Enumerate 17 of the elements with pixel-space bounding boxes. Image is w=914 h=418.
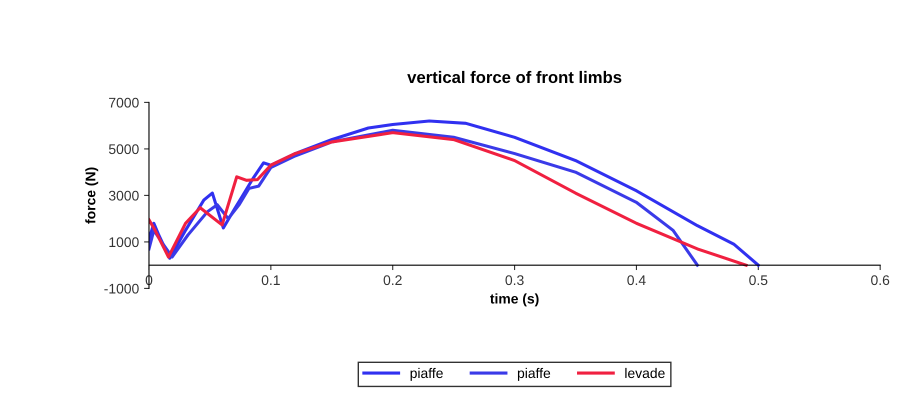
x-tick-label: 0.3 bbox=[505, 275, 524, 286]
y-tick-label: 1000 bbox=[109, 237, 139, 248]
y-tick-label: 7000 bbox=[109, 98, 139, 108]
x-tick-label: 0.5 bbox=[749, 275, 768, 286]
x-tick-label: 0.1 bbox=[262, 275, 280, 286]
legend-label: levade bbox=[625, 368, 665, 378]
y-tick-label: 5000 bbox=[108, 144, 139, 154]
y-tick-label: 3000 bbox=[108, 190, 139, 201]
x-tick-label: 0.6 bbox=[871, 275, 890, 286]
y-axis-title: force (N) bbox=[85, 168, 98, 224]
x-tick-label: 0.4 bbox=[627, 275, 646, 286]
legend-label: piaffe bbox=[410, 368, 443, 381]
chart-title: vertical force of front limbs bbox=[407, 70, 622, 84]
y-tick-label: -1000 bbox=[104, 284, 139, 294]
legend-label: piaffe bbox=[518, 368, 550, 381]
x-axis-title: time (s) bbox=[490, 293, 539, 306]
x-tick-label: 0.2 bbox=[384, 275, 402, 286]
